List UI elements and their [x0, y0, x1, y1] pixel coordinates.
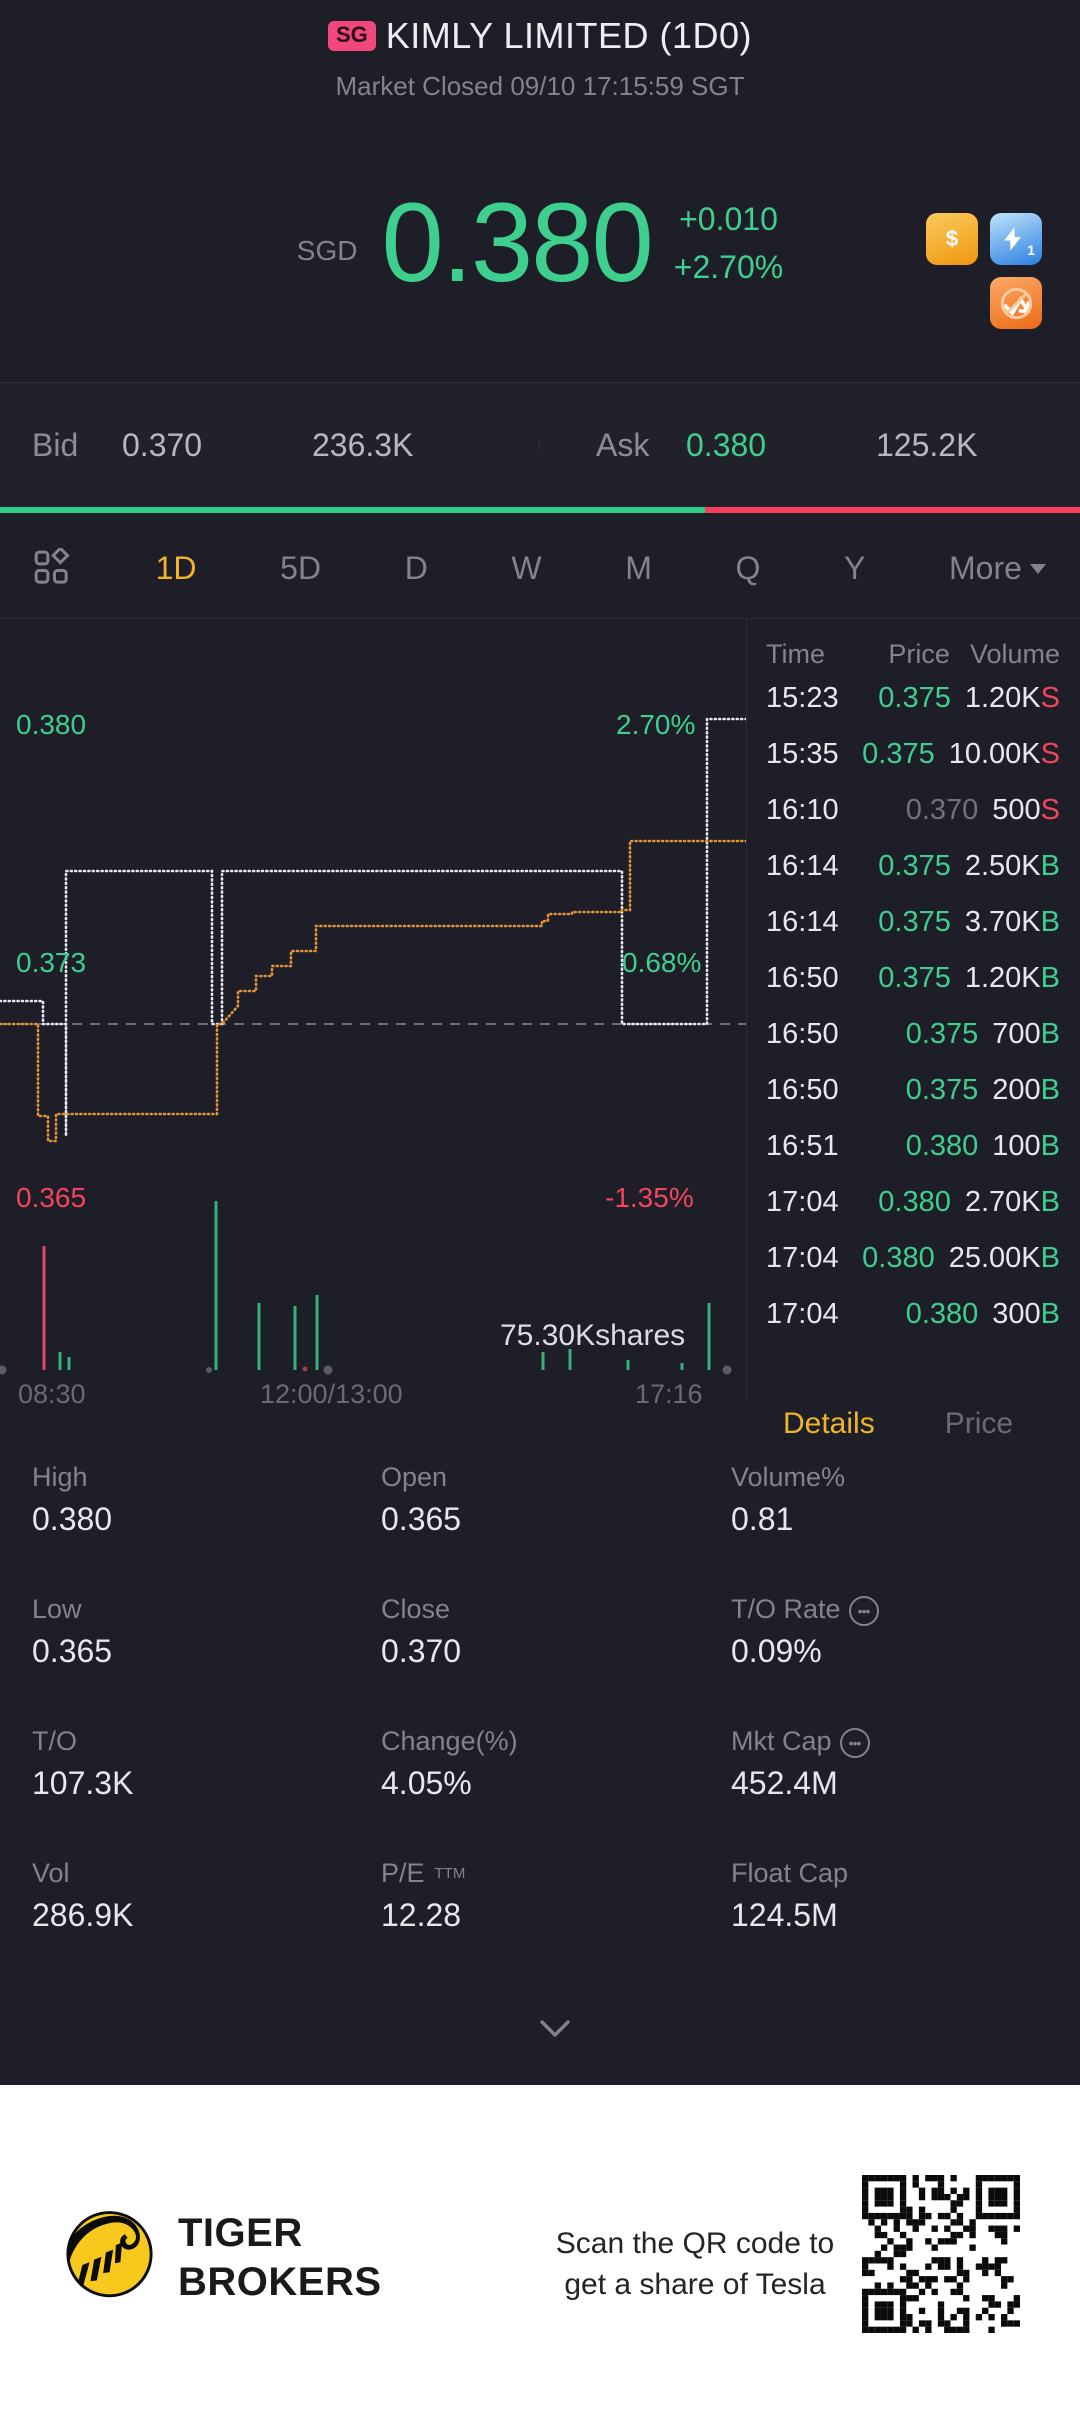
svg-text:$: $ [946, 226, 959, 251]
